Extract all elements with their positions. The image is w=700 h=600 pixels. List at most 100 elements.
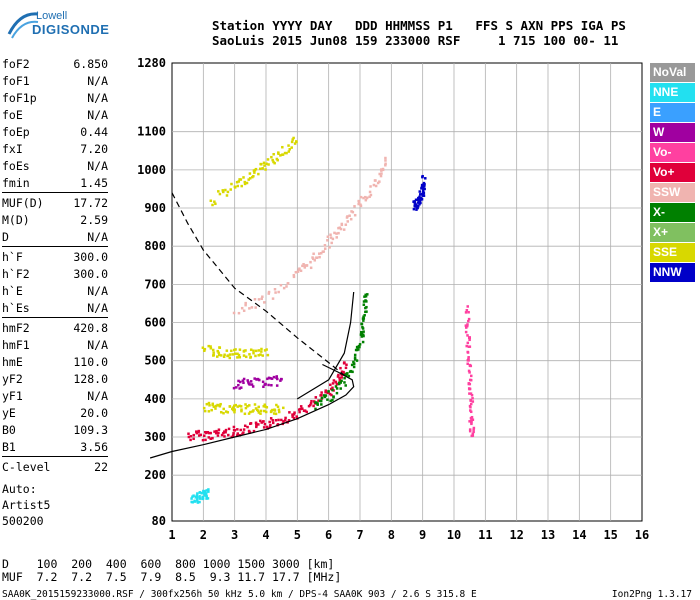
- param-separator: [2, 192, 108, 193]
- trace-point: [234, 348, 237, 351]
- param-row: B1 3.56: [2, 439, 108, 456]
- trace-point: [335, 236, 338, 239]
- trace-point: [230, 182, 233, 186]
- trace-point: [301, 407, 304, 410]
- trace-point: [415, 198, 418, 201]
- trace-point: [209, 347, 213, 350]
- trace-point: [210, 408, 213, 412]
- trace-point: [244, 406, 248, 410]
- trace-point: [222, 190, 225, 194]
- trace-point: [217, 351, 220, 355]
- param-name: B1: [2, 440, 16, 454]
- trace-point: [279, 283, 283, 287]
- trace-point: [197, 429, 201, 433]
- trace-point: [372, 183, 376, 187]
- trace-point: [222, 431, 225, 435]
- trace-point: [323, 247, 327, 250]
- trace-point: [263, 164, 266, 167]
- trace-point: [238, 178, 241, 181]
- digisonde-logo: Lowell DIGISONDE: [6, 4, 146, 46]
- trace-point: [326, 398, 329, 401]
- x-tick-label: 10: [447, 528, 461, 542]
- trace-point: [242, 354, 246, 357]
- trace-point: [245, 181, 249, 185]
- y-tick-label: 300: [144, 430, 166, 444]
- trace-point: [368, 195, 371, 199]
- trace-point: [378, 172, 381, 176]
- trace-point: [465, 309, 469, 312]
- param-value: N/A: [87, 301, 108, 315]
- trace-point: [203, 409, 207, 413]
- trace-point: [420, 198, 424, 201]
- trace-point: [467, 359, 470, 362]
- trace-point: [280, 418, 283, 422]
- trace-point: [257, 405, 260, 409]
- param-name: fxI: [2, 142, 23, 156]
- param-row: hmE 110.0: [2, 354, 108, 371]
- param-name: h`F2: [2, 267, 30, 281]
- trace-point: [231, 353, 234, 356]
- trace-point: [236, 432, 240, 435]
- trace-point: [261, 167, 264, 170]
- trace-point: [219, 354, 223, 357]
- trace-point: [468, 429, 472, 433]
- trace-point: [283, 419, 287, 422]
- param-name: hmF1: [2, 338, 30, 352]
- trace-point: [240, 409, 243, 413]
- trace-point: [248, 307, 251, 310]
- trace-point: [334, 380, 338, 384]
- trace-point: [238, 387, 241, 390]
- param-value: N/A: [87, 91, 108, 105]
- trace-point: [242, 377, 246, 381]
- trace-point: [268, 420, 271, 424]
- trace-point: [357, 199, 360, 203]
- trace-point: [353, 356, 357, 359]
- trace-point: [328, 246, 331, 249]
- trace-point: [257, 172, 260, 176]
- trace-point: [232, 408, 235, 412]
- footer-file-info: SAA0K_2015159233000.RSF / 300fx256h 50 k…: [2, 589, 477, 600]
- trace-point: [362, 330, 365, 333]
- trace-point: [231, 406, 235, 409]
- logo-top-text: Lowell: [36, 10, 68, 22]
- trace-point: [260, 421, 263, 424]
- trace-point: [264, 383, 267, 386]
- trace-point: [466, 350, 469, 354]
- trace-point: [207, 401, 211, 405]
- trace-point: [354, 348, 358, 352]
- param-row: foE N/A: [2, 107, 108, 124]
- trace-point: [189, 435, 193, 438]
- trace-point: [469, 410, 473, 414]
- auto-code: 500200: [2, 514, 44, 528]
- trace-point: [239, 428, 242, 432]
- trace-point: [220, 433, 224, 437]
- trace-point: [292, 416, 296, 420]
- trace-point: [233, 429, 237, 432]
- legend-item-vo-: Vo+: [650, 163, 695, 182]
- trace-point: [257, 349, 261, 352]
- trace-point: [279, 377, 283, 381]
- trace-point: [190, 497, 193, 500]
- muf-value-row: MUF 7.2 7.2 7.5 7.9 8.5 9.3 11.7 17.7 [M…: [2, 570, 342, 584]
- trace-point: [309, 402, 313, 405]
- trace-point: [266, 158, 270, 161]
- trace-point: [381, 168, 385, 172]
- trace-point: [350, 363, 354, 367]
- trace-point: [264, 410, 268, 414]
- trace-point: [344, 366, 348, 370]
- trace-point: [192, 437, 195, 441]
- color-legend: NoVal NNE E W Vo- Vo+ SSW X- X+ SSE NNW: [650, 63, 695, 283]
- trace-point: [249, 348, 253, 351]
- trace-point: [236, 352, 239, 356]
- trace-point: [195, 430, 198, 433]
- trace-point: [242, 381, 245, 385]
- trace-point: [469, 409, 472, 412]
- trace-point: [335, 387, 339, 390]
- trace-point: [290, 140, 294, 144]
- param-value: N/A: [87, 108, 108, 122]
- trace-point: [254, 167, 258, 171]
- trace-point: [362, 300, 366, 303]
- trace-point: [252, 429, 256, 433]
- x-tick-label: 8: [388, 528, 395, 542]
- trace-point: [465, 344, 468, 348]
